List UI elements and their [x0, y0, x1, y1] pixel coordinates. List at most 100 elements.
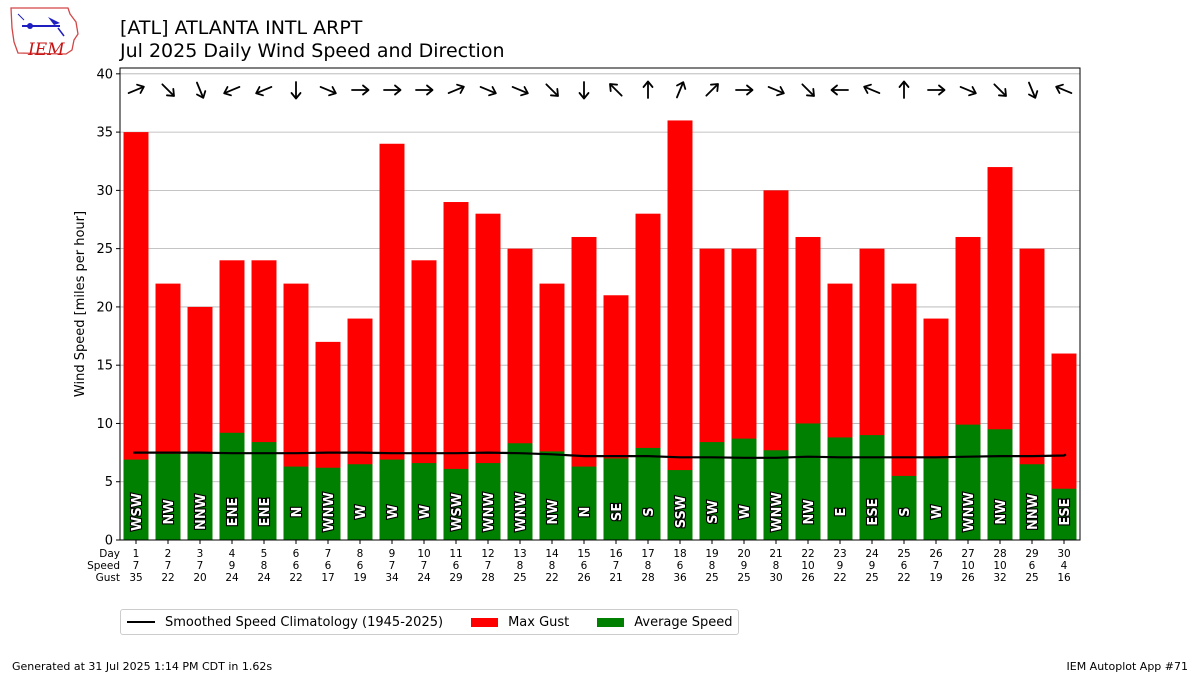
arrow-shaft	[609, 83, 623, 97]
legend-gust-label: Max Gust	[508, 614, 570, 630]
arrow-shaft	[161, 83, 175, 97]
day-label: 16	[609, 548, 623, 560]
direction-label: NNW	[194, 494, 209, 530]
direction-arrow-icon	[927, 84, 946, 96]
arrow-shaft	[676, 81, 684, 99]
day-label: 28	[993, 548, 1006, 560]
y-tick-label: 10	[96, 417, 113, 432]
arrow-head	[806, 88, 815, 97]
direction-label: NW	[546, 499, 561, 524]
arrow-head	[362, 84, 370, 96]
arrow-head	[609, 83, 618, 92]
speed-label: 10	[993, 560, 1006, 572]
arrow-head	[746, 84, 754, 96]
direction-arrow-icon	[511, 86, 529, 97]
direction-label: W	[738, 505, 753, 519]
speed-label: 9	[837, 560, 844, 572]
gust-label: 25	[1025, 572, 1038, 584]
x-axis-table: DaySpeedGust1735272237204924582466227617…	[87, 540, 1071, 584]
y-tick-label: 15	[96, 359, 113, 374]
average-bar	[635, 447, 661, 540]
arrow-shaft	[223, 86, 241, 94]
day-label: 8	[357, 548, 364, 560]
day-label: 20	[737, 548, 750, 560]
day-label: 11	[449, 548, 462, 560]
arrow-head	[1028, 90, 1039, 99]
arrow-head	[676, 81, 687, 90]
average-bar	[923, 458, 949, 540]
direction-label: ENE	[258, 498, 273, 527]
arrow-head	[898, 80, 910, 88]
average-bar	[379, 459, 405, 540]
speed-label: 7	[613, 560, 620, 572]
speed-label: 7	[133, 560, 140, 572]
gust-label: 32	[993, 572, 1006, 584]
day-label: 1	[133, 548, 140, 560]
direction-label: N	[578, 507, 593, 518]
direction-arrow-icon	[993, 83, 1007, 97]
arrow-shaft	[447, 86, 465, 94]
gust-label: 36	[673, 572, 687, 584]
arrow-head	[1055, 83, 1064, 94]
average-bar	[187, 452, 213, 540]
direction-label: WSW	[450, 493, 465, 531]
average-bar	[411, 463, 437, 540]
gust-label: 26	[961, 572, 975, 584]
average-bar	[731, 438, 757, 540]
wind-chart: WSW NW NNW ENE ENE N WNW W W W WSW WNW WNW NW N SE S SSW S…	[73, 67, 1081, 584]
average-bar	[347, 464, 373, 540]
arrow-shaft	[255, 86, 273, 94]
direction-arrow-icon	[609, 83, 623, 97]
row-label: Gust	[96, 572, 120, 584]
iem-logo: IEM	[8, 6, 80, 60]
arrow-head	[710, 83, 719, 92]
direction-arrow-icon	[830, 84, 849, 96]
day-label: 9	[389, 548, 396, 560]
gust-label: 20	[193, 572, 206, 584]
day-label: 5	[261, 548, 268, 560]
direction-arrow-icon	[351, 84, 370, 96]
plot-frame	[119, 67, 1081, 541]
direction-arrow-icon	[1028, 81, 1039, 99]
average-bar	[955, 424, 981, 540]
speed-label: 7	[197, 560, 204, 572]
direction-label: SSW	[674, 496, 689, 528]
direction-label: WNW	[770, 492, 785, 532]
direction-arrow-icon	[415, 84, 434, 96]
day-label: 27	[961, 548, 974, 560]
average-bar	[219, 432, 245, 540]
arrow-head	[196, 90, 207, 99]
speed-label: 6	[293, 560, 300, 572]
iowa-map-icon	[10, 7, 79, 55]
direction-label: NW	[994, 499, 1009, 524]
speed-label: 7	[933, 560, 940, 572]
direction-arrow-icon	[959, 86, 977, 97]
legend-gust: Max Gust	[471, 615, 569, 630]
average-bar	[1051, 488, 1077, 540]
gust-label: 28	[481, 572, 494, 584]
arrow-head	[290, 92, 302, 100]
legend-average-swatch	[597, 617, 625, 627]
legend-climatology-line	[127, 621, 155, 623]
average-bar	[315, 467, 341, 540]
gust-label: 22	[545, 572, 558, 584]
day-label: 26	[929, 548, 943, 560]
bars	[123, 120, 1077, 541]
legend-gust-swatch	[471, 617, 499, 627]
direction-label: WSW	[130, 493, 145, 531]
app-credit: IEM Autoplot App #71	[1066, 660, 1189, 673]
gust-label: 22	[897, 572, 910, 584]
arrow-shaft	[1028, 81, 1036, 99]
arrow-head	[223, 86, 232, 97]
average-bar	[539, 451, 565, 540]
average-bar	[987, 429, 1013, 540]
direction-label: W	[386, 505, 401, 519]
gust-label: 22	[161, 572, 174, 584]
day-label: 18	[673, 548, 686, 560]
arrow-head	[998, 88, 1007, 97]
average-bar	[1019, 464, 1045, 540]
gust-label: 34	[385, 572, 399, 584]
direction-labels: WSW NW NNW ENE ENE N WNW W W W WSW WNW WNW NW N SE S SSW S…	[129, 491, 1074, 533]
direction-arrow-icon	[735, 84, 754, 96]
day-label: 23	[833, 548, 846, 560]
